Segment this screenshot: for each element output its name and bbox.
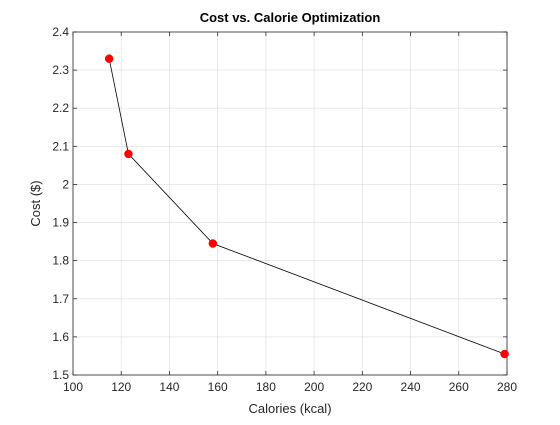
x-tick-label: 280 xyxy=(497,380,517,394)
series-line xyxy=(108,58,505,355)
y-tick-label: 2 xyxy=(62,177,69,191)
data-series xyxy=(104,54,509,359)
x-tick-label: 240 xyxy=(401,380,421,394)
y-tick-label: 1.8 xyxy=(52,254,69,268)
y-tick-label: 1.9 xyxy=(52,216,69,230)
y-tick-label: 2.2 xyxy=(52,101,69,115)
x-tick-label: 120 xyxy=(111,380,131,394)
x-tick-label: 100 xyxy=(63,380,83,394)
x-tick-label: 140 xyxy=(159,380,179,394)
x-tick-label: 200 xyxy=(304,380,324,394)
x-tick-label: 180 xyxy=(256,380,276,394)
data-point xyxy=(208,239,218,248)
x-tick-label: 220 xyxy=(352,380,372,394)
y-tick-label: 2.3 xyxy=(52,63,69,77)
y-tick-label: 1.5 xyxy=(52,368,69,382)
plot-area xyxy=(73,32,507,375)
x-tick-labels: 100 120 140 160 180 200 220 240 260 280 xyxy=(63,380,517,394)
axis-ticks xyxy=(72,31,508,376)
x-tick-label: 160 xyxy=(208,380,228,394)
data-point xyxy=(104,54,114,63)
plot-box xyxy=(72,31,508,376)
y-tick-label: 1.7 xyxy=(52,292,69,306)
y-tick-label: 2.1 xyxy=(52,139,69,153)
y-tick-label: 2.4 xyxy=(52,25,69,39)
y-tick-labels: 1.5 1.6 1.7 1.8 1.9 2 2.1 2.2 2.3 2.4 xyxy=(52,25,69,382)
x-tick-label: 260 xyxy=(449,380,469,394)
chart-title: Cost vs. Calorie Optimization xyxy=(200,10,381,25)
y-tick-label: 1.6 xyxy=(52,330,69,344)
y-axis-label: Cost ($) xyxy=(28,180,43,226)
x-axis-label: Calories (kcal) xyxy=(248,401,331,416)
data-point xyxy=(500,349,509,359)
data-point xyxy=(124,149,133,159)
